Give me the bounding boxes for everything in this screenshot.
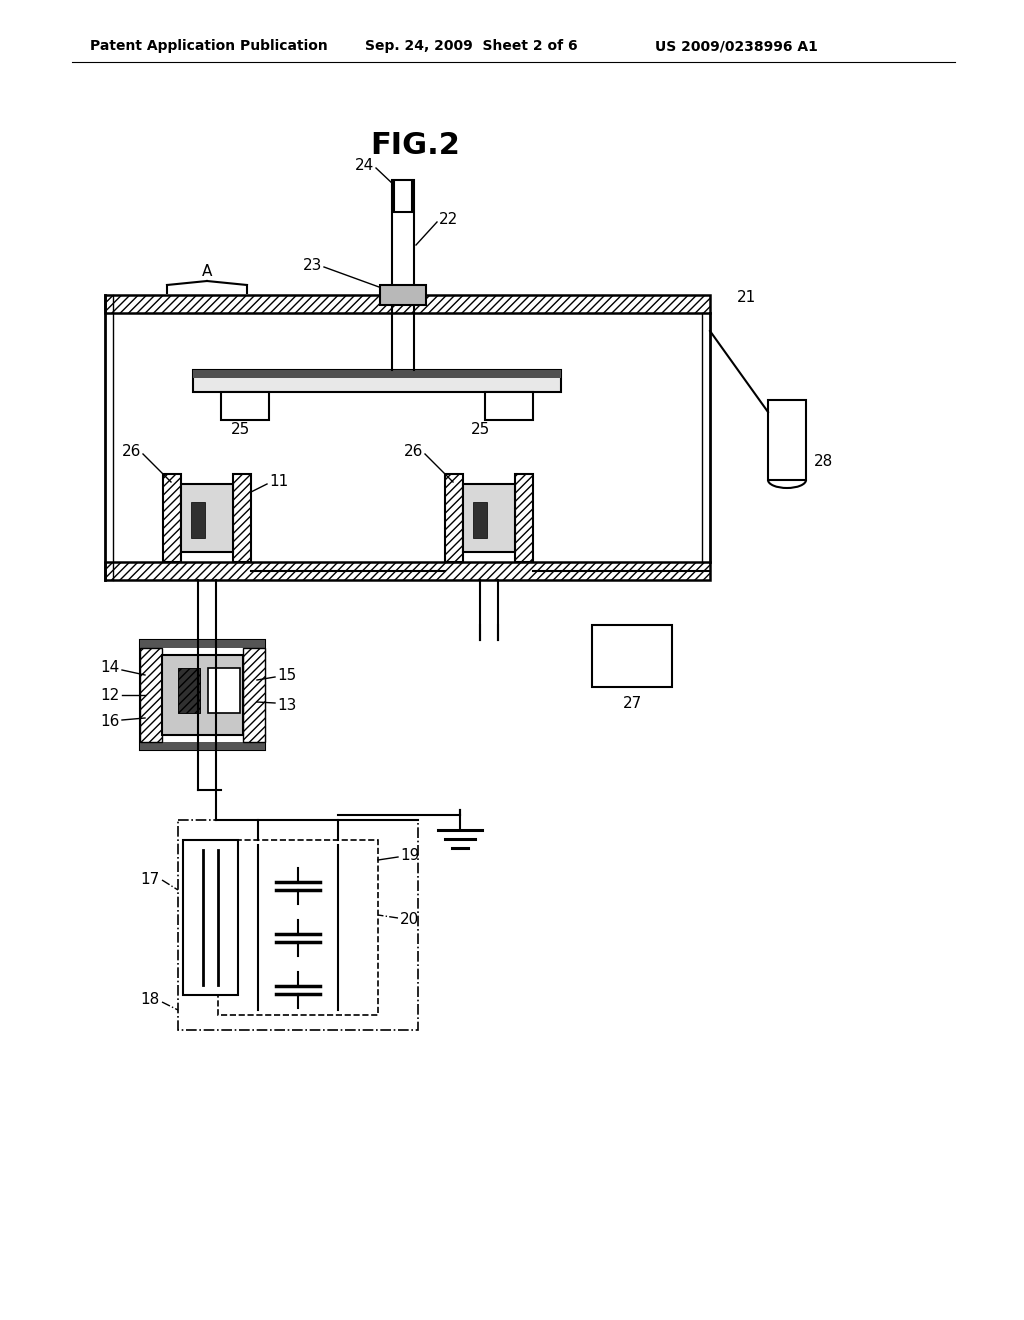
Text: 26: 26	[122, 445, 141, 459]
Bar	[162, 655, 243, 735]
Bar	[515, 474, 534, 562]
Text: 16: 16	[100, 714, 120, 730]
Text: 23: 23	[303, 257, 322, 272]
Text: 12: 12	[100, 688, 120, 702]
Bar	[208, 668, 240, 713]
Bar	[163, 474, 181, 562]
Bar	[140, 742, 265, 750]
Bar	[178, 820, 418, 1030]
Text: 17: 17	[140, 873, 160, 887]
Text: 14: 14	[100, 660, 120, 676]
Text: 15: 15	[278, 668, 296, 682]
Bar	[463, 484, 515, 552]
Bar	[473, 502, 487, 539]
Text: A: A	[202, 264, 212, 279]
Bar	[592, 624, 672, 686]
Text: 18: 18	[140, 993, 160, 1007]
Bar	[233, 474, 251, 562]
Text: 25: 25	[470, 422, 489, 437]
Bar	[221, 392, 269, 420]
Bar	[183, 840, 238, 995]
Bar	[181, 484, 233, 552]
Bar	[768, 400, 806, 480]
Bar	[445, 474, 463, 562]
Text: 25: 25	[230, 422, 250, 437]
Text: 22: 22	[439, 213, 459, 227]
Bar	[191, 502, 205, 539]
Bar	[105, 294, 710, 313]
Bar	[193, 370, 561, 392]
Bar	[140, 648, 162, 742]
Bar	[218, 840, 378, 1015]
Bar	[105, 562, 710, 579]
Bar	[243, 648, 265, 742]
Text: US 2009/0238996 A1: US 2009/0238996 A1	[655, 40, 818, 53]
Bar	[485, 392, 534, 420]
Text: Sep. 24, 2009  Sheet 2 of 6: Sep. 24, 2009 Sheet 2 of 6	[365, 40, 578, 53]
Text: 28: 28	[814, 454, 834, 470]
Text: FIG.2: FIG.2	[370, 131, 460, 160]
Text: Patent Application Publication: Patent Application Publication	[90, 40, 328, 53]
Text: 26: 26	[403, 445, 423, 459]
Bar	[380, 285, 426, 305]
Bar	[178, 668, 200, 713]
Text: 20: 20	[400, 912, 419, 928]
Bar	[140, 640, 265, 648]
Bar	[178, 668, 200, 713]
Text: 19: 19	[400, 847, 420, 862]
Text: 21: 21	[737, 290, 757, 305]
Text: 13: 13	[278, 697, 296, 713]
Text: 24: 24	[354, 157, 374, 173]
Bar	[193, 370, 561, 378]
Bar	[140, 640, 265, 750]
Text: 27: 27	[623, 696, 642, 710]
Bar	[394, 180, 412, 213]
Text: 11: 11	[269, 474, 288, 490]
